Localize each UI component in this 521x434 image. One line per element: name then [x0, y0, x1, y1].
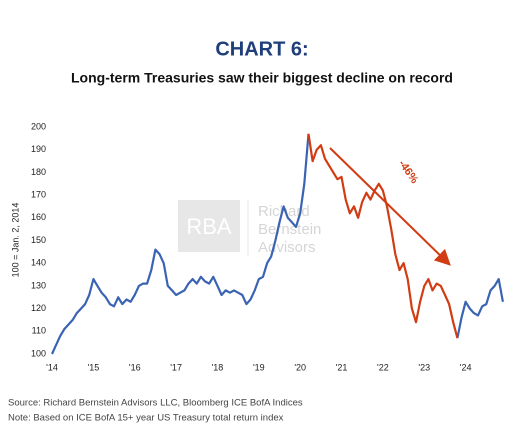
- watermark: RBA Richard Bernstein Advisors: [178, 200, 321, 256]
- y-tick-label: 130: [31, 280, 46, 290]
- y-tick-label: 120: [31, 303, 46, 313]
- y-tick-label: 190: [31, 144, 46, 154]
- watermark-logo: RBA: [186, 214, 232, 239]
- x-tick-label: '24: [460, 362, 472, 372]
- y-tick-label: 100: [31, 348, 46, 358]
- watermark-text: Richard: [258, 203, 310, 220]
- y-tick-label: 150: [31, 235, 46, 245]
- y-tick-label: 110: [32, 326, 46, 336]
- series-line: [307, 133, 459, 339]
- x-tick-label: '15: [87, 362, 99, 372]
- x-tick-label: '16: [129, 362, 141, 372]
- x-tick-label: '17: [170, 362, 182, 372]
- y-tick-label: 170: [31, 189, 46, 199]
- note: Note: Based on ICE BofA 15+ year US Trea…: [8, 413, 284, 424]
- x-tick-label: '19: [253, 362, 265, 372]
- annotation: -46%: [396, 158, 421, 186]
- y-tick-label: 200: [31, 121, 46, 131]
- y-tick-label: 180: [31, 167, 46, 177]
- y-axis-label: 100 = Jan. 2, 2014: [10, 203, 20, 278]
- watermark-text: Advisors: [258, 239, 316, 256]
- x-tick-label: '23: [418, 362, 430, 372]
- y-tick-label: 160: [31, 212, 46, 222]
- watermark-text: Bernstein: [258, 221, 321, 238]
- trend-arrow: [329, 147, 451, 266]
- watermark-box: [178, 200, 240, 252]
- chart-subtitle: Long-term Treasuries saw their biggest d…: [71, 70, 453, 86]
- series-line: [50, 133, 504, 355]
- x-tick-label: '21: [336, 362, 348, 372]
- chart-title: CHART 6:: [215, 38, 308, 60]
- y-tick-label: 140: [31, 258, 46, 268]
- x-tick-label: '18: [212, 362, 224, 372]
- source-note: Source: Richard Bernstein Advisors LLC, …: [8, 398, 303, 409]
- x-tick-label: '22: [377, 362, 389, 372]
- x-tick-label: '14: [46, 362, 58, 372]
- x-tick-label: '20: [294, 362, 306, 372]
